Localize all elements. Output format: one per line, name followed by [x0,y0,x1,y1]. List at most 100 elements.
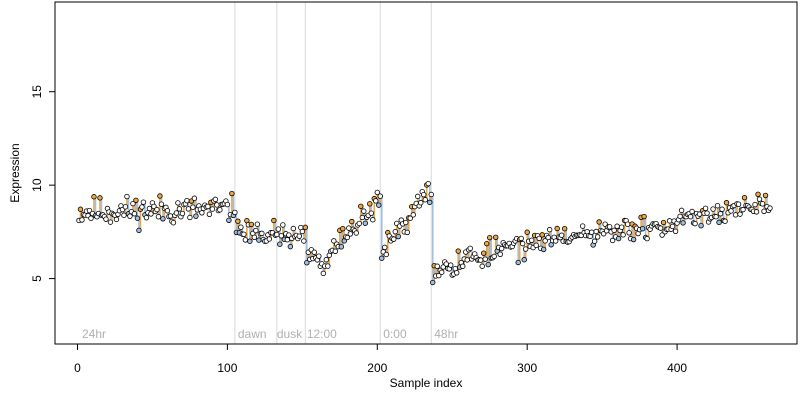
data-point [179,210,186,217]
phase-annotation-label: dusk [277,327,303,341]
data-point [702,205,709,212]
plot-frame [54,1,798,345]
data-point [278,233,285,239]
data-point [79,217,85,223]
data-point [358,203,364,209]
data-point [434,263,440,269]
data-point [704,210,710,216]
data-point [519,240,526,247]
data-point [657,225,664,231]
data-point [422,197,428,203]
data-point [454,270,460,276]
data-point [344,234,351,241]
y-axis-label: Expression [8,143,22,202]
data-point [374,189,380,196]
data-point [127,213,133,219]
data-point [170,220,177,226]
data-point [241,231,247,237]
data-point [741,194,748,201]
data-point [540,246,547,253]
data-point [332,248,339,255]
phase-boundaries [234,2,432,344]
data-point [497,251,503,257]
data-point [698,223,704,229]
data-point [430,279,436,286]
data-point [131,211,138,217]
data-point [713,214,719,220]
data-point [687,214,694,220]
data-point [286,232,292,238]
data-point [552,238,559,244]
data-point [515,259,521,266]
data-point [481,250,487,256]
data-point [251,234,258,240]
data-point [362,220,368,226]
data-point [546,226,553,233]
data-point [460,263,466,269]
data-point [672,228,679,235]
data-point [666,218,673,224]
data-point [482,256,488,262]
data-point [427,199,433,206]
data-point [404,229,410,236]
data-point [349,218,355,225]
data-point [395,233,401,240]
data-point [443,261,449,267]
data-point [226,217,232,223]
data-point [522,246,529,252]
data-point [232,209,238,216]
data-point [714,203,721,209]
data-point [487,234,493,241]
data-points [76,180,773,286]
data-point [157,193,163,199]
data-point [311,249,318,255]
data-point [558,232,565,238]
data-point [759,201,766,207]
x-tick-label: 0 [74,361,81,375]
data-point [439,269,445,275]
data-point [254,221,261,227]
data-point [421,191,427,198]
data-point [767,205,773,211]
data-point [678,207,685,214]
data-point [299,228,306,235]
data-point [753,209,760,215]
data-point [97,195,103,201]
data-point [467,245,473,252]
data-point [248,221,255,228]
data-point [561,225,568,232]
data-point [722,218,728,224]
data-point [415,193,421,200]
data-point [680,220,686,226]
data-point [373,198,379,204]
data-point [425,180,431,187]
data-point [591,238,598,244]
phase-annotations: 24hr dawn dusk 12:00 0:00 48hr [82,327,458,341]
data-point [403,219,409,226]
data-point [716,219,722,226]
data-point [275,226,282,232]
data-point [518,235,524,242]
data-point [641,213,647,220]
data-point [484,240,490,247]
data-point [136,227,142,234]
data-point [644,235,650,242]
data-point [485,261,491,268]
data-point [368,210,374,216]
data-point [242,237,249,243]
data-point [287,243,294,250]
data-point [302,224,309,231]
x-tick-label: 300 [517,361,537,375]
data-point [151,203,157,210]
data-point [212,196,219,203]
data-point [448,262,454,268]
data-point [370,217,376,223]
data-point [154,206,160,213]
data-point [491,253,497,260]
data-point [130,200,136,207]
data-point [173,210,180,216]
data-point [229,190,235,197]
data-point [618,224,625,230]
x-axis: 0 100 200 300 400 [74,344,687,375]
data-point [184,197,190,204]
